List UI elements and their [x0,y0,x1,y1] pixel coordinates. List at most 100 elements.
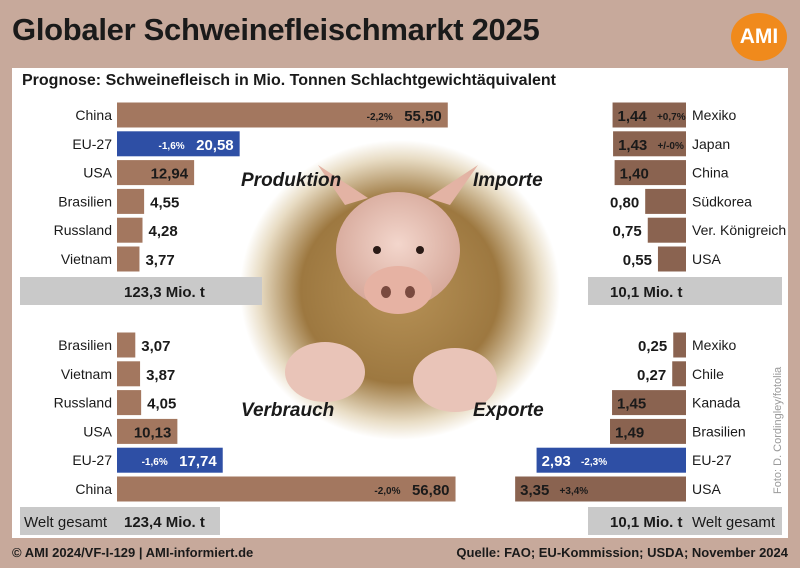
importe-total-value: 10,1 Mio. t [610,284,683,301]
verbrauch-bar-2 [117,390,142,416]
exporte-bar-1 [672,361,686,387]
importe-category-label-0: Mexiko [692,107,737,123]
produktion-bar-0 [117,102,448,128]
produktion-category-label-2: USA [83,165,112,181]
verbrauch-category-label-3: USA [83,423,112,439]
exporte-category-label-5: USA [692,481,721,497]
importe-change-label-0: +0,7% [657,112,686,123]
produktion-category-label-5: Vietnam [61,251,112,267]
page-title: Globaler Schweinefleischmarkt 2025 [12,12,540,47]
exporte-value-label-3: 1,49 [615,424,644,441]
footer-source: Quelle: FAO; EU-Kommission; USDA; Novemb… [456,545,788,560]
verbrauch-value-label-1: 3,87 [146,367,175,384]
produktion-category-label-3: Brasilien [58,193,112,209]
consumption-section-title: Verbrauch [241,400,335,421]
produktion-value-label-0: 55,50 [404,108,442,125]
exporte-change-label-4: -2,3% [581,457,607,468]
verbrauch-value-label-3: 10,13 [134,424,172,441]
produktion-bar-1 [117,131,240,157]
verbrauch-bar-3 [117,418,178,444]
importe-category-label-1: Japan [692,136,730,152]
verbrauch-bar-4 [117,447,223,473]
importe-bar-3 [645,188,686,214]
produktion-total-value: 123,3 Mio. t [124,284,205,301]
verbrauch-total-value: 123,4 Mio. t [124,514,205,531]
verbrauch-bar-5 [117,476,456,502]
exporte-bar-4 [536,447,686,473]
verbrauch-total-box [20,507,220,535]
verbrauch-bar-0 [117,332,136,358]
verbrauch-category-label-5: China [75,481,112,497]
ami-logo: AMI [731,13,787,61]
exporte-category-label-0: Mexiko [692,337,737,353]
exporte-total-value: 10,1 Mio. t [610,514,683,531]
exporte-bar-0 [673,332,686,358]
footer-copyright: © AMI 2024/VF-I-129 | AMI-informiert.de [12,545,254,560]
verbrauch-category-label-1: Vietnam [61,366,112,382]
verbrauch-category-label-0: Brasilien [58,337,112,353]
importe-bar-1 [613,131,686,157]
verbrauch-value-label-2: 4,05 [147,396,176,413]
exporte-bar-3 [610,418,686,444]
produktion-bar-4 [117,217,143,243]
verbrauch-bar-1 [117,361,141,387]
importe-bar-4 [647,217,686,243]
chart-subtitle: Prognose: Schweinefleisch in Mio. Tonnen… [22,72,557,89]
exporte-total-label: Welt gesamt [692,514,776,531]
produktion-bar-2 [117,160,195,186]
produktion-value-label-2: 12,94 [151,166,189,183]
importe-total-box [588,277,782,305]
verbrauch-value-label-5: 56,80 [412,482,450,499]
photo-credit: Foto: D. Cordingley/fotolia [772,366,784,494]
exporte-category-label-1: Chile [692,366,724,382]
verbrauch-total-label: Welt gesamt [24,514,108,531]
importe-category-label-4: Ver. Königreich [692,222,786,238]
importe-value-label-4: 0,75 [613,223,642,240]
importe-value-label-2: 1,40 [620,166,649,183]
produktion-bar-3 [117,188,145,214]
produktion-category-label-4: Russland [54,222,112,238]
importe-value-label-3: 0,80 [610,194,639,211]
exporte-value-label-1: 0,27 [637,367,666,384]
exporte-category-label-2: Kanada [692,395,740,411]
production-section-title: Produktion [241,170,342,191]
verbrauch-category-label-4: EU-27 [72,452,112,468]
importe-bar-5 [657,246,686,272]
importe-category-label-3: Südkorea [692,193,752,209]
exporte-category-label-3: Brasilien [692,423,746,439]
importe-value-label-0: 1,44 [618,108,648,125]
exporte-bar-5 [515,476,686,502]
imports-section-title: Importe [473,170,543,191]
exporte-value-label-5: 3,35 [520,482,549,499]
verbrauch-value-label-4: 17,74 [179,453,217,470]
exporte-change-label-5: +3,4% [560,486,589,497]
produktion-value-label-3: 4,55 [150,194,179,211]
verbrauch-change-label-4: -1,6% [142,457,168,468]
importe-value-label-5: 0,55 [623,252,652,269]
importe-value-label-1: 1,43 [618,137,647,154]
produktion-change-label-1: -1,6% [159,141,185,152]
verbrauch-category-label-2: Russland [54,395,112,411]
produktion-value-label-5: 3,77 [145,252,174,269]
verbrauch-value-label-0: 3,07 [141,338,170,355]
exporte-value-label-0: 0,25 [638,338,667,355]
produktion-category-label-1: EU-27 [72,136,112,152]
exports-section-title: Exporte [473,400,544,421]
produktion-value-label-4: 4,28 [149,223,178,240]
produktion-bar-5 [117,246,140,272]
produktion-change-label-0: -2,2% [367,112,393,123]
importe-category-label-5: USA [692,251,721,267]
exporte-category-label-4: EU-27 [692,452,732,468]
exporte-value-label-4: 2,93 [542,453,571,470]
exporte-value-label-2: 1,45 [617,396,646,413]
importe-change-label-1: +/-0% [657,141,684,152]
importe-bar-0 [612,102,686,128]
produktion-value-label-1: 20,58 [196,137,234,154]
produktion-total-box [20,277,262,305]
produktion-category-label-0: China [75,107,112,123]
verbrauch-change-label-5: -2,0% [374,486,400,497]
exporte-total-box [588,507,782,535]
importe-bar-2 [614,160,686,186]
